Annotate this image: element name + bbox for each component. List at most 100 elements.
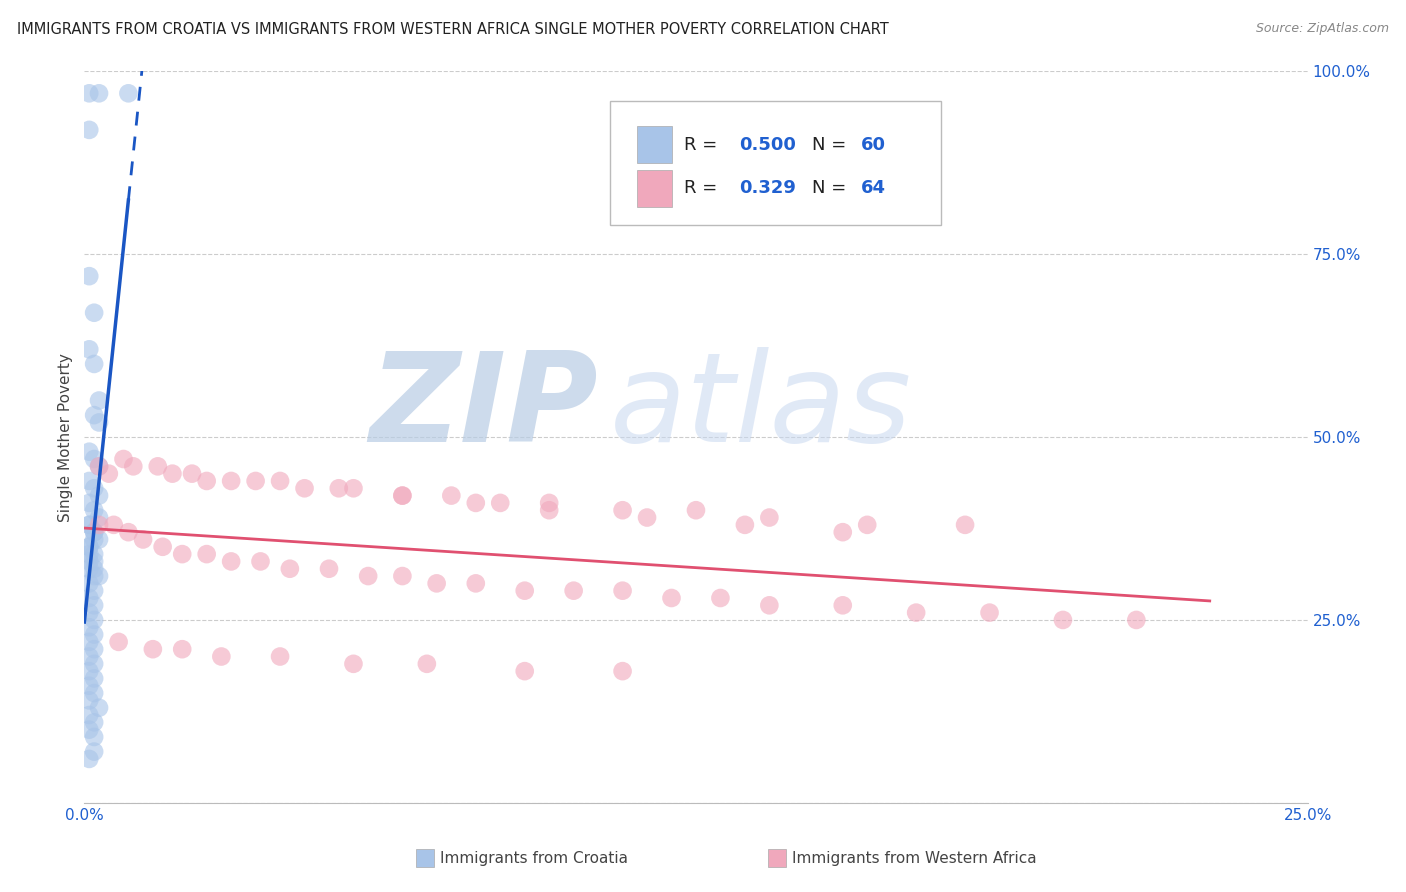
Point [103,517,125,532]
Point [77,554,100,568]
Point [87,459,110,474]
Point [77,474,100,488]
Point [685,503,707,517]
Text: IMMIGRANTS FROM CROATIA VS IMMIGRANTS FROM WESTERN AFRICA SINGLE MOTHER POVERTY : IMMIGRANTS FROM CROATIA VS IMMIGRANTS FR… [17,22,889,37]
Point [83,452,105,467]
Point [172,642,194,657]
Point [758,599,780,613]
Point [77,547,100,561]
Point [77,606,100,620]
Text: 0.500: 0.500 [738,136,796,153]
Point [77,123,100,137]
Point [562,583,585,598]
Point [87,533,110,547]
Point [162,467,184,481]
Point [77,87,100,101]
Point [83,554,105,568]
Point [83,357,105,371]
Point [77,664,100,678]
Text: R =: R = [683,136,723,153]
Point [513,664,536,678]
Point [77,496,100,510]
Point [83,503,105,517]
Point [83,525,105,540]
Point [636,510,658,524]
Point [77,517,100,532]
Point [77,562,100,576]
Point [117,87,139,101]
Point [77,635,100,649]
Point [83,533,105,547]
FancyBboxPatch shape [637,126,672,163]
Point [328,481,350,495]
Point [538,503,561,517]
Point [294,481,316,495]
Point [905,606,928,620]
Point [440,489,463,503]
Point [132,533,155,547]
Text: N =: N = [813,179,852,197]
Point [77,517,100,532]
Point [87,459,110,474]
Text: 60: 60 [860,136,886,153]
Point [83,730,105,744]
Point [209,649,232,664]
Point [734,517,756,532]
Point [83,306,105,320]
Point [831,525,853,540]
Text: 0.329: 0.329 [738,179,796,197]
Point [87,510,110,524]
Point [1125,613,1147,627]
Text: Immigrants from Croatia: Immigrants from Croatia [440,851,628,865]
Point [83,745,105,759]
FancyBboxPatch shape [610,101,941,225]
Point [87,569,110,583]
Point [979,606,1001,620]
Point [181,467,204,481]
Point [117,525,139,540]
Point [83,599,105,613]
Point [856,517,879,532]
Point [77,723,100,737]
Point [464,496,486,510]
Point [77,540,100,554]
Point [513,583,536,598]
Text: Immigrants from Western Africa: Immigrants from Western Africa [792,851,1036,865]
Point [77,591,100,605]
Point [391,569,413,583]
Point [87,517,110,532]
Point [107,635,129,649]
Point [83,525,105,540]
Point [77,343,100,357]
Point [709,591,731,605]
Text: N =: N = [813,136,852,153]
Text: atlas: atlas [610,347,912,468]
Point [87,87,110,101]
Point [219,474,242,488]
Point [195,474,218,488]
Point [195,547,218,561]
Point [83,627,105,641]
Point [142,642,165,657]
Point [269,474,291,488]
Point [83,657,105,671]
Point [249,554,271,568]
Point [83,613,105,627]
Point [318,562,340,576]
Point [612,664,634,678]
Point [342,481,364,495]
Point [83,686,105,700]
Text: ZIP: ZIP [370,347,598,468]
Point [342,657,364,671]
Point [83,569,105,583]
Point [661,591,683,605]
Point [538,496,561,510]
Point [122,459,145,474]
Point [612,503,634,517]
Point [87,489,110,503]
Point [77,649,100,664]
Point [953,517,976,532]
Point [357,569,380,583]
Point [391,489,413,503]
Point [87,416,110,430]
